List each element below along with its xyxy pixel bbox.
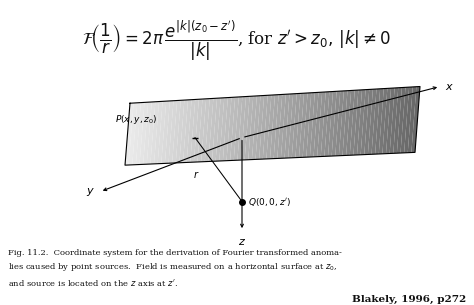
Polygon shape bbox=[128, 103, 137, 165]
Polygon shape bbox=[183, 100, 191, 163]
Polygon shape bbox=[332, 91, 340, 156]
Polygon shape bbox=[299, 93, 308, 157]
Polygon shape bbox=[284, 94, 293, 158]
Polygon shape bbox=[234, 97, 242, 160]
Polygon shape bbox=[176, 100, 184, 163]
Polygon shape bbox=[335, 91, 344, 156]
Polygon shape bbox=[259, 95, 268, 159]
Polygon shape bbox=[324, 92, 333, 156]
Polygon shape bbox=[147, 102, 155, 164]
Polygon shape bbox=[205, 99, 213, 162]
Polygon shape bbox=[393, 88, 402, 153]
Polygon shape bbox=[361, 89, 369, 155]
Polygon shape bbox=[375, 88, 384, 154]
Polygon shape bbox=[310, 92, 319, 157]
Polygon shape bbox=[255, 95, 264, 160]
Polygon shape bbox=[277, 94, 286, 158]
Polygon shape bbox=[350, 90, 358, 155]
Polygon shape bbox=[390, 88, 398, 153]
Polygon shape bbox=[343, 91, 351, 156]
Text: $P(x,y,z_0)$: $P(x,y,z_0)$ bbox=[115, 113, 157, 127]
Polygon shape bbox=[313, 92, 322, 157]
Polygon shape bbox=[212, 98, 220, 161]
Polygon shape bbox=[339, 91, 347, 156]
Polygon shape bbox=[302, 93, 311, 157]
Polygon shape bbox=[154, 101, 163, 164]
Polygon shape bbox=[165, 101, 173, 163]
Polygon shape bbox=[187, 99, 195, 163]
Polygon shape bbox=[241, 96, 250, 160]
Polygon shape bbox=[401, 87, 409, 153]
Polygon shape bbox=[179, 100, 188, 163]
Polygon shape bbox=[397, 87, 405, 153]
Polygon shape bbox=[266, 95, 275, 159]
Polygon shape bbox=[288, 94, 297, 158]
Polygon shape bbox=[223, 97, 231, 161]
Text: $x$: $x$ bbox=[445, 81, 454, 92]
Polygon shape bbox=[136, 102, 145, 165]
Polygon shape bbox=[292, 93, 301, 158]
Polygon shape bbox=[273, 95, 282, 159]
Polygon shape bbox=[219, 98, 228, 161]
Text: $\mathcal{F}\!\left(\dfrac{1}{r}\right) = 2\pi\,\dfrac{e^{|k|(z_0-z')}}{|k|}$, f: $\mathcal{F}\!\left(\dfrac{1}{r}\right) … bbox=[82, 19, 392, 63]
Polygon shape bbox=[190, 99, 199, 162]
Text: $z$: $z$ bbox=[238, 237, 246, 247]
Polygon shape bbox=[411, 87, 420, 152]
Polygon shape bbox=[209, 98, 217, 161]
Polygon shape bbox=[230, 97, 239, 160]
Text: $y$: $y$ bbox=[86, 186, 95, 198]
Polygon shape bbox=[270, 95, 279, 159]
Polygon shape bbox=[295, 93, 304, 158]
Text: Blakely, 1996, p272: Blakely, 1996, p272 bbox=[352, 295, 466, 304]
Polygon shape bbox=[248, 96, 257, 160]
Polygon shape bbox=[132, 102, 141, 165]
Polygon shape bbox=[281, 94, 290, 158]
Polygon shape bbox=[379, 88, 387, 154]
Polygon shape bbox=[198, 99, 206, 162]
Polygon shape bbox=[408, 87, 416, 153]
Polygon shape bbox=[168, 101, 177, 163]
Polygon shape bbox=[161, 101, 170, 163]
Polygon shape bbox=[172, 100, 181, 163]
Polygon shape bbox=[364, 89, 373, 155]
Polygon shape bbox=[194, 99, 202, 162]
Polygon shape bbox=[143, 102, 152, 164]
Polygon shape bbox=[354, 90, 362, 155]
Polygon shape bbox=[158, 101, 166, 164]
Polygon shape bbox=[317, 92, 326, 157]
Polygon shape bbox=[263, 95, 272, 159]
Polygon shape bbox=[245, 96, 253, 160]
Polygon shape bbox=[346, 90, 355, 156]
Polygon shape bbox=[237, 97, 246, 160]
Polygon shape bbox=[321, 92, 329, 156]
Polygon shape bbox=[386, 88, 395, 154]
Polygon shape bbox=[306, 93, 315, 157]
Polygon shape bbox=[139, 102, 148, 164]
Polygon shape bbox=[372, 89, 380, 154]
Polygon shape bbox=[252, 96, 261, 160]
Text: Fig. 11.2.  Coordinate system for the derivation of Fourier transformed anoma-
l: Fig. 11.2. Coordinate system for the der… bbox=[8, 249, 342, 288]
Text: $Q(0,0,z')$: $Q(0,0,z')$ bbox=[248, 196, 291, 207]
Polygon shape bbox=[383, 88, 391, 154]
Polygon shape bbox=[227, 97, 235, 161]
Polygon shape bbox=[125, 103, 134, 165]
Text: $r$: $r$ bbox=[193, 170, 200, 181]
Polygon shape bbox=[201, 99, 210, 162]
Polygon shape bbox=[368, 89, 376, 154]
Polygon shape bbox=[150, 102, 159, 164]
Polygon shape bbox=[357, 90, 365, 155]
Polygon shape bbox=[404, 87, 413, 153]
Polygon shape bbox=[216, 98, 224, 161]
Polygon shape bbox=[328, 91, 337, 156]
